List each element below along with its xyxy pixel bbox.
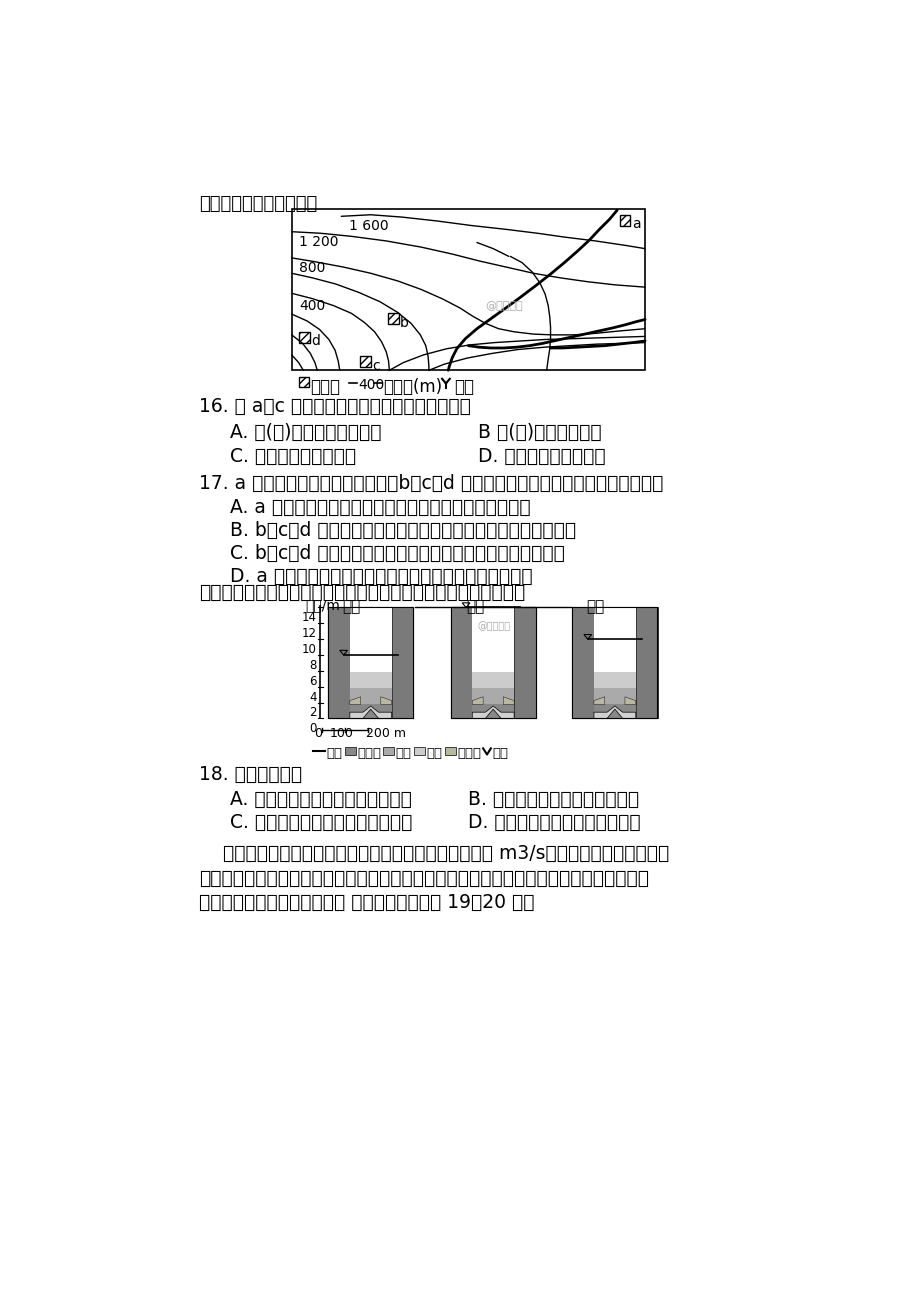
Bar [471,687,514,704]
Text: 河面: 河面 [326,747,342,760]
Polygon shape [349,697,360,704]
Bar [349,704,391,719]
Bar [388,314,398,324]
Polygon shape [624,697,635,704]
Bar [349,672,391,687]
Bar [359,357,370,367]
Text: 沉积物: 沉积物 [457,747,481,760]
Bar [349,608,391,672]
Bar [514,608,535,719]
Text: 0: 0 [313,727,322,740]
Text: 4: 4 [309,690,316,703]
Text: 砂岩: 砂岩 [426,747,442,760]
Bar [345,747,356,755]
Text: 断层: 断层 [492,747,508,760]
Text: 1 600: 1 600 [348,219,388,233]
Bar [594,672,635,687]
Bar [618,215,630,225]
Text: 页岩: 页岩 [395,747,411,760]
Text: D. a 区位于河流上游地势较平坦处，有利于引用河流淡水: D. a 区位于河流上游地势较平坦处，有利于引用河流淡水 [230,568,532,586]
Text: 100: 100 [329,727,353,740]
Text: @正确教育: @正确教育 [485,301,523,311]
Text: 水位/m: 水位/m [304,598,339,612]
Bar [414,747,425,755]
Text: 2: 2 [309,707,316,719]
Bar [450,608,471,719]
Text: D. 三角洲、河漫滩平原: D. 三角洲、河漫滩平原 [477,447,605,466]
Text: @正确教育: @正确教育 [477,621,510,631]
Polygon shape [349,706,391,719]
Text: C. 流量增大时，河流堆积作用增强: C. 流量增大时，河流堆积作用增强 [230,812,412,832]
Text: 中期: 中期 [466,599,483,615]
Text: 12: 12 [301,628,316,641]
Text: d: d [311,335,320,348]
Text: 流量是指单位时间内通过某一断面的水量，常用单位为 m3/s。流速是指河流中水质点: 流量是指单位时间内通过某一断面的水量，常用单位为 m3/s。流速是指河流中水质点 [199,844,668,863]
Bar [471,704,514,719]
Text: 18. 本次洪水（）: 18. 本次洪水（） [199,764,301,784]
Text: 800: 800 [299,260,324,275]
Bar [299,332,309,342]
Polygon shape [594,706,635,719]
Bar [594,687,635,704]
Text: 8: 8 [309,659,316,672]
Text: 14: 14 [301,612,316,625]
Bar [635,608,657,719]
Text: B. b、c、d 区位于河流中下游地势较高处，减少河流洪水的威胁: B. b、c、d 区位于河流中下游地势较高处，减少河流洪水的威胁 [230,521,575,540]
Text: 10: 10 [301,643,316,656]
Bar [328,608,413,719]
Text: C. 河漫滩平原、三角洲: C. 河漫滩平原、三角洲 [230,447,356,466]
Text: D. 河流侵蚀作用使河床加宽变深: D. 河流侵蚀作用使河床加宽变深 [467,812,640,832]
Polygon shape [471,706,514,719]
Text: 16. 在 a、c 两处最有可能形成的河流堆积地貌是: 16. 在 a、c 两处最有可能形成的河流堆积地貌是 [199,397,470,417]
Text: 17. a 区建于河流上游地势较低处，b、c、d 区建于河流中下游地势较高处，其原因是: 17. a 区建于河流上游地势较低处，b、c、d 区建于河流中下游地势较高处，其… [199,474,663,492]
Text: 后期: 后期 [585,599,604,615]
Text: 初期: 初期 [342,599,360,615]
Text: 石灰岩: 石灰岩 [357,747,381,760]
Bar [382,747,393,755]
Text: 在单位时间内移动的距离。流量和流速是影响河流侵蚀、搬运和沉积作用的重要因素。下图: 在单位时间内移动的距离。流量和流速是影响河流侵蚀、搬运和沉积作用的重要因素。下图 [199,868,648,888]
Bar [594,608,635,672]
Text: 6: 6 [309,674,316,687]
Text: 读下图，回答下列各题。: 读下图，回答下列各题。 [199,195,317,212]
Text: b: b [400,315,409,329]
Bar [349,687,391,704]
Text: 200 m: 200 m [366,727,405,740]
Text: 400: 400 [299,298,325,312]
Text: a: a [631,217,640,230]
Bar [291,208,644,370]
Polygon shape [594,697,604,704]
Bar [299,378,309,387]
Bar [572,608,657,719]
Polygon shape [471,697,482,704]
Bar [572,608,657,719]
Text: 400: 400 [358,378,384,392]
Bar [445,747,456,755]
Text: 为某河段示意图，箭头表示河 流流向，读图回答 19、20 题。: 为某河段示意图，箭头表示河 流流向，读图回答 19、20 题。 [199,893,534,913]
Text: 1 200: 1 200 [299,234,338,249]
Bar [328,608,349,719]
Bar [450,608,535,719]
Text: A. a 区位于河流上游地势较高的平坦之处，利于人类定居: A. a 区位于河流上游地势较高的平坦之处，利于人类定居 [230,499,529,517]
Text: 下图示意某河谷断面经历的一次洪水过程。读图，回答下列问题。: 下图示意某河谷断面经历的一次洪水过程。读图，回答下列问题。 [199,583,525,602]
Bar [594,704,635,719]
Text: A. 水位上升时，河流搬运作用减弱: A. 水位上升时，河流搬运作用减弱 [230,790,411,809]
Text: c: c [372,359,380,372]
Text: B. 水位下降时，河流含沙量增加: B. 水位下降时，河流含沙量增加 [467,790,638,809]
Text: C. b、c、d 区位于河流中下游地势较高处，容易获取淡水资源: C. b、c、d 区位于河流中下游地势较高处，容易获取淡水资源 [230,544,564,564]
Bar [471,672,514,687]
Polygon shape [503,697,514,704]
Text: A. 洪(冲)积扇、河漫滩平原: A. 洪(冲)积扇、河漫滩平原 [230,423,380,443]
Bar [471,608,514,672]
Text: 0: 0 [309,723,316,736]
Polygon shape [380,697,391,704]
Text: 等高线(m): 等高线(m) [382,378,442,396]
Text: 居民区: 居民区 [310,378,340,396]
Text: B 洪(冲)积扇、三角洲: B 洪(冲)积扇、三角洲 [477,423,601,443]
Bar [328,608,413,719]
Text: 河流: 河流 [453,378,473,396]
Bar [391,608,413,719]
Bar [450,608,535,719]
Bar [572,608,594,719]
